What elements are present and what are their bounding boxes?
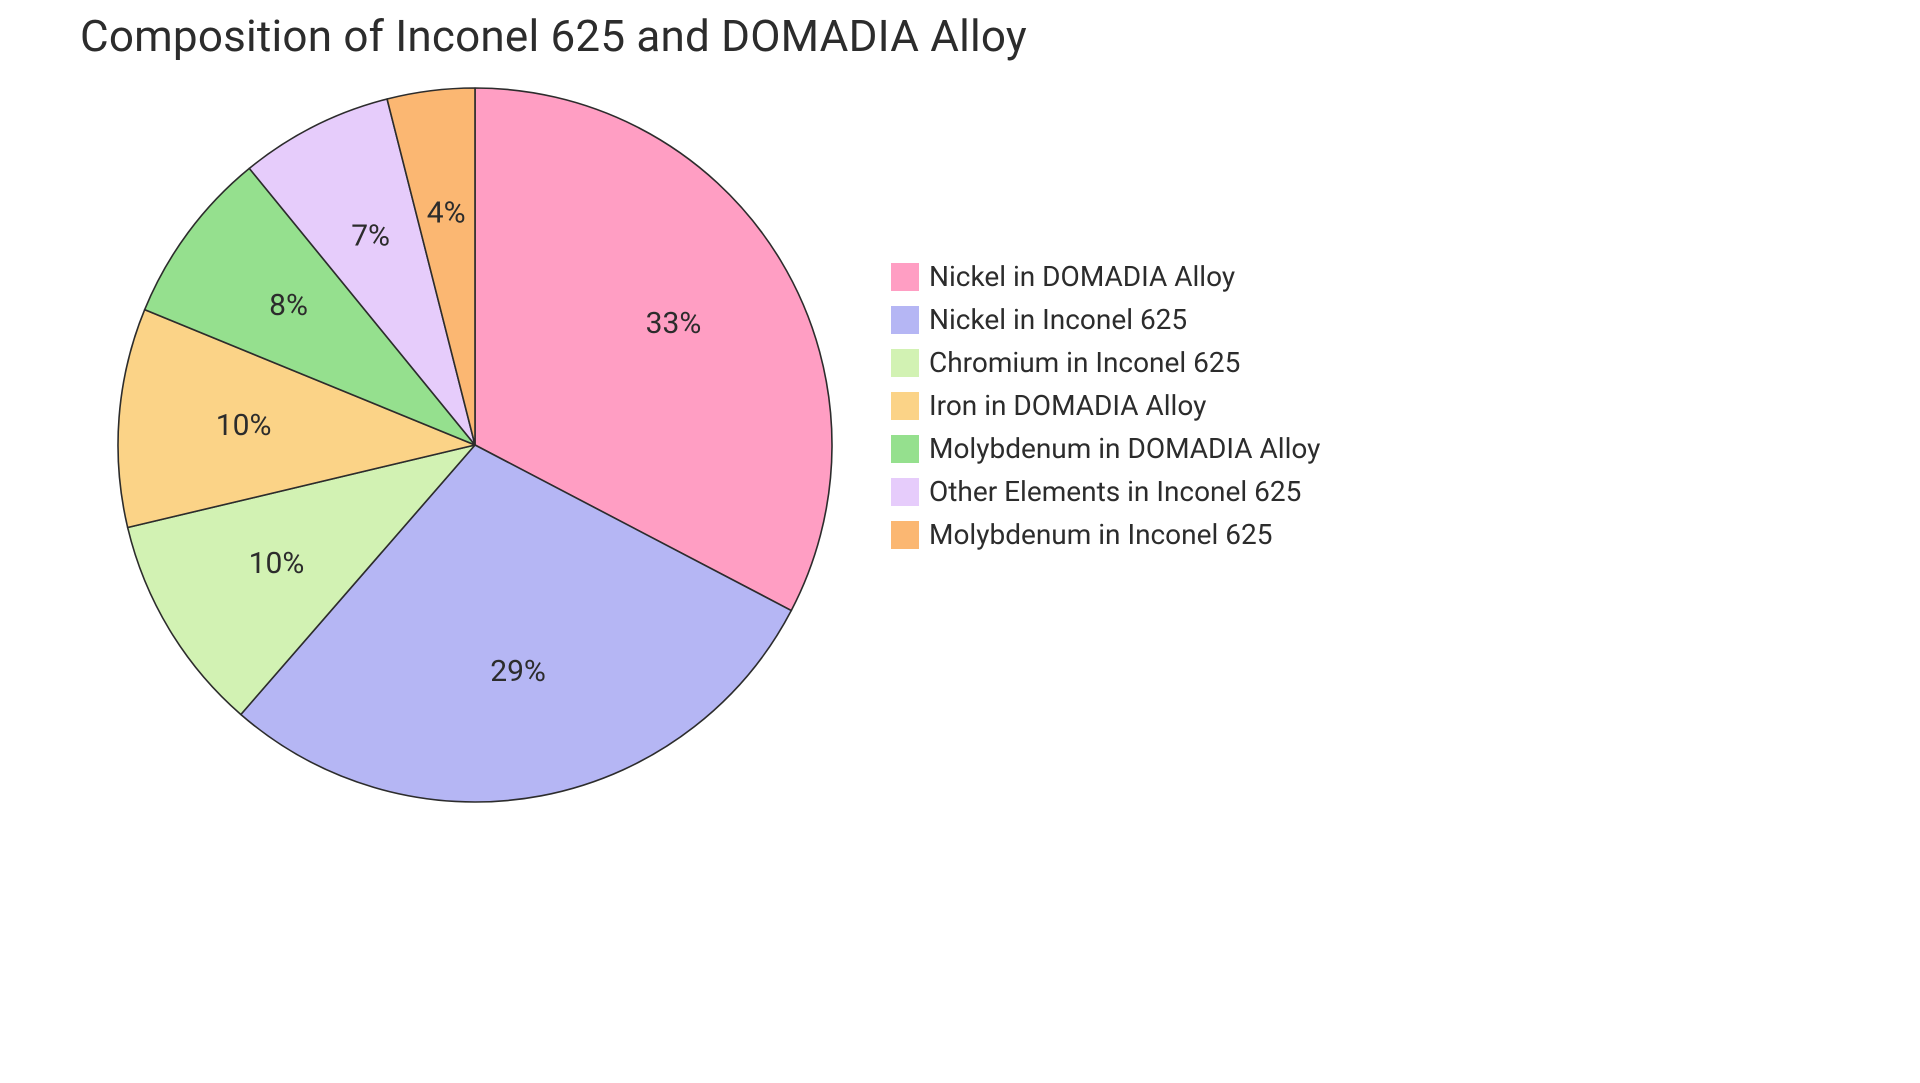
slice-label: 33% (646, 306, 702, 341)
legend-item: Iron in DOMADIA Alloy (891, 389, 1320, 422)
legend-swatch (891, 263, 919, 291)
slice-label: 10% (216, 408, 272, 443)
legend-item: Nickel in Inconel 625 (891, 303, 1320, 336)
slice-label: 10% (249, 546, 305, 581)
legend-swatch (891, 478, 919, 506)
legend-swatch (891, 521, 919, 549)
legend-swatch (891, 435, 919, 463)
slice-label: 29% (490, 654, 546, 689)
legend-item: Chromium in Inconel 625 (891, 346, 1320, 379)
legend-label: Iron in DOMADIA Alloy (929, 389, 1206, 422)
legend-item: Molybdenum in DOMADIA Alloy (891, 432, 1320, 465)
legend: Nickel in DOMADIA Alloy Nickel in Inconel… (891, 260, 1320, 561)
slice-label: 7% (351, 219, 390, 254)
legend-label: Molybdenum in Inconel 625 (929, 518, 1272, 551)
legend-label: Chromium in Inconel 625 (929, 346, 1240, 379)
legend-label: Nickel in DOMADIA Alloy (929, 260, 1235, 293)
legend-label: Nickel in Inconel 625 (929, 303, 1187, 336)
legend-label: Molybdenum in DOMADIA Alloy (929, 432, 1320, 465)
chart-title: Composition of Inconel 625 and DOMADIA A… (80, 10, 1027, 62)
legend-swatch (891, 349, 919, 377)
legend-swatch (891, 306, 919, 334)
legend-item: Molybdenum in Inconel 625 (891, 518, 1320, 551)
legend-item: Nickel in DOMADIA Alloy (891, 260, 1320, 293)
pie-chart: 33% 29% 10% 10% 8% 7% 4% (115, 85, 835, 805)
legend-swatch (891, 392, 919, 420)
chart-container: Composition of Inconel 625 and DOMADIA A… (0, 0, 1920, 1083)
legend-item: Other Elements in Inconel 625 (891, 475, 1320, 508)
slice-label: 4% (427, 196, 466, 231)
slice-label: 8% (269, 288, 308, 323)
legend-label: Other Elements in Inconel 625 (929, 475, 1301, 508)
